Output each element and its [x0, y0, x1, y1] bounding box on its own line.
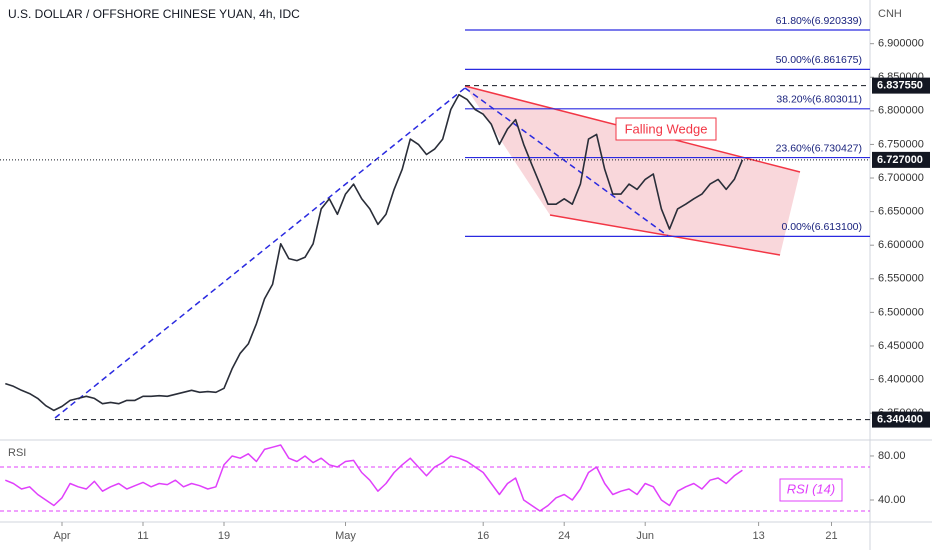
fib-label: 0.00%(6.613100) — [781, 221, 862, 233]
fib-label: 61.80%(6.920339) — [776, 15, 862, 27]
series-line — [5, 93, 744, 412]
trend-line — [54, 87, 466, 419]
x-tick-label: 21 — [825, 530, 837, 542]
chart-title: U.S. DOLLAR / OFFSHORE CHINESE YUAN, 4h,… — [8, 7, 300, 21]
price-label: 6.727000 — [877, 154, 923, 166]
price-label: 6.837550 — [877, 80, 923, 92]
x-tick-label: 13 — [752, 530, 764, 542]
y-tick-label: 6.600000 — [878, 239, 924, 251]
trend-line — [464, 87, 669, 237]
wedge-lower — [549, 214, 781, 256]
fib-label: 38.20%(6.803011) — [776, 94, 862, 106]
x-tick-label: May — [335, 530, 356, 542]
y-tick-label: 6.550000 — [878, 273, 924, 285]
y-tick-label: 6.900000 — [878, 38, 924, 50]
y-tick-label: 40.00 — [878, 494, 906, 506]
rsi-title: RSI — [8, 447, 26, 459]
y-tick-label: 6.800000 — [878, 105, 924, 117]
price-label-box — [872, 151, 930, 168]
legend-box — [779, 478, 843, 502]
y-tick-label: 6.750000 — [878, 138, 924, 150]
annotation-box — [615, 117, 717, 141]
y-tick-label: 80.00 — [878, 450, 906, 462]
legend-label: RSI (14) — [787, 481, 835, 496]
y-tick-label: 6.500000 — [878, 306, 924, 318]
x-tick-label: 24 — [558, 530, 570, 542]
annotation: Falling Wedge — [625, 121, 708, 136]
y-tick-label: 6.700000 — [878, 172, 924, 184]
price-label-box — [872, 77, 930, 94]
y-tick-label: 6.650000 — [878, 206, 924, 218]
price-label-box — [872, 411, 930, 428]
x-tick-label: 19 — [218, 530, 230, 542]
y-tick-label: 6.450000 — [878, 340, 924, 352]
fib-label: 23.60%(6.730427) — [776, 142, 862, 154]
series-line — [5, 444, 743, 512]
wedge-fill — [465, 86, 800, 255]
x-tick-label: Jun — [636, 530, 654, 542]
fib-label: 50.00%(6.861675) — [776, 54, 862, 66]
x-tick-label: 16 — [477, 530, 489, 542]
axis-title: CNH — [878, 8, 902, 20]
price-label: 6.340400 — [877, 413, 923, 425]
x-tick-label: Apr — [53, 530, 70, 542]
y-tick-label: 6.400000 — [878, 373, 924, 385]
x-tick-label: 11 — [137, 530, 148, 542]
